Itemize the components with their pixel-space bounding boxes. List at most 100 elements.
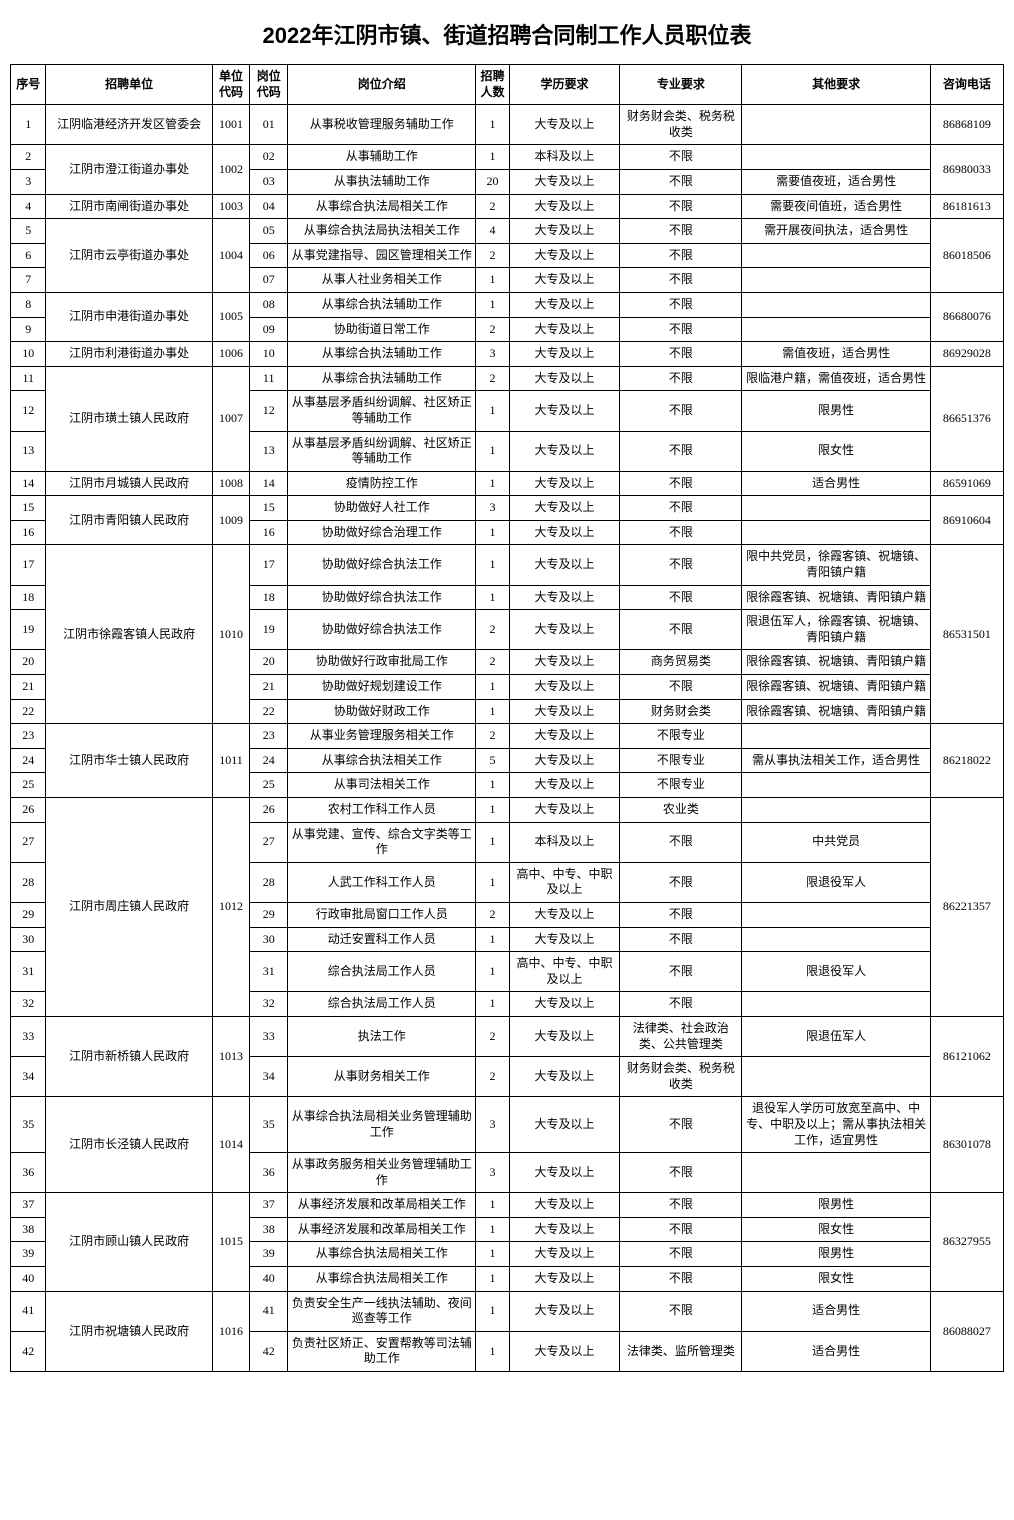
cell-unit-code: 1014 [212, 1097, 250, 1193]
cell-seq: 17 [11, 545, 46, 585]
table-row: 23江阴市华士镇人民政府101123从事业务管理服务相关工作2大专及以上不限专业… [11, 724, 1004, 749]
cell-desc: 从事综合执法辅助工作 [288, 342, 476, 367]
cell-unit-code: 1013 [212, 1016, 250, 1096]
cell-unit: 江阴市澄江街道办事处 [46, 145, 212, 194]
header-num: 招聘人数 [476, 65, 509, 105]
cell-tel: 86221357 [930, 798, 1003, 1017]
cell-other [742, 292, 930, 317]
cell-edu: 大专及以上 [509, 471, 620, 496]
cell-other: 限退役军人 [742, 862, 930, 902]
cell-desc: 负责安全生产一线执法辅助、夜间巡查等工作 [288, 1291, 476, 1331]
cell-desc: 从事综合执法辅助工作 [288, 292, 476, 317]
cell-other [742, 798, 930, 823]
cell-unit-code: 1006 [212, 342, 250, 367]
cell-seq: 23 [11, 724, 46, 749]
cell-other: 适合男性 [742, 1331, 930, 1371]
cell-edu: 高中、中专、中职及以上 [509, 862, 620, 902]
cell-other [742, 1153, 930, 1193]
cell-desc: 从事综合执法局相关工作 [288, 1242, 476, 1267]
cell-edu: 大专及以上 [509, 545, 620, 585]
cell-tel: 86121062 [930, 1016, 1003, 1096]
cell-major: 不限 [620, 675, 742, 700]
cell-num: 2 [476, 902, 509, 927]
cell-edu: 大专及以上 [509, 520, 620, 545]
cell-other: 限退伍军人，徐霞客镇、祝塘镇、青阳镇户籍 [742, 610, 930, 650]
cell-other: 限退伍军人 [742, 1016, 930, 1056]
cell-desc: 从事政务服务相关业务管理辅助工作 [288, 1153, 476, 1193]
cell-other [742, 105, 930, 145]
cell-seq: 32 [11, 992, 46, 1017]
cell-major: 不限 [620, 902, 742, 927]
cell-pos-code: 30 [250, 927, 288, 952]
cell-major: 不限 [620, 342, 742, 367]
cell-seq: 9 [11, 317, 46, 342]
cell-pos-code: 13 [250, 431, 288, 471]
cell-num: 1 [476, 105, 509, 145]
cell-num: 1 [476, 431, 509, 471]
cell-unit: 江阴市南闸街道办事处 [46, 194, 212, 219]
cell-unit: 江阴市云亭街道办事处 [46, 219, 212, 293]
cell-edu: 本科及以上 [509, 822, 620, 862]
cell-edu: 本科及以上 [509, 145, 620, 170]
cell-seq: 27 [11, 822, 46, 862]
cell-num: 3 [476, 1097, 509, 1153]
cell-seq: 3 [11, 169, 46, 194]
cell-pos-code: 41 [250, 1291, 288, 1331]
cell-unit-code: 1008 [212, 471, 250, 496]
cell-pos-code: 27 [250, 822, 288, 862]
cell-seq: 39 [11, 1242, 46, 1267]
cell-other: 需值夜班，适合男性 [742, 342, 930, 367]
cell-edu: 大专及以上 [509, 1291, 620, 1331]
cell-major: 财务财会类、税务税收类 [620, 1057, 742, 1097]
cell-major: 不限 [620, 1193, 742, 1218]
cell-seq: 31 [11, 952, 46, 992]
header-edu: 学历要求 [509, 65, 620, 105]
cell-pos-code: 01 [250, 105, 288, 145]
cell-desc: 综合执法局工作人员 [288, 952, 476, 992]
cell-major: 不限 [620, 992, 742, 1017]
cell-num: 3 [476, 496, 509, 521]
cell-num: 2 [476, 194, 509, 219]
cell-num: 1 [476, 520, 509, 545]
cell-major: 不限 [620, 545, 742, 585]
cell-major: 不限专业 [620, 748, 742, 773]
cell-seq: 13 [11, 431, 46, 471]
cell-num: 2 [476, 366, 509, 391]
cell-unit: 江阴市利港街道办事处 [46, 342, 212, 367]
cell-pos-code: 06 [250, 243, 288, 268]
cell-other: 限徐霞客镇、祝塘镇、青阳镇户籍 [742, 650, 930, 675]
cell-num: 1 [476, 268, 509, 293]
cell-edu: 大专及以上 [509, 585, 620, 610]
cell-tel: 86018506 [930, 219, 1003, 293]
cell-desc: 执法工作 [288, 1016, 476, 1056]
cell-other: 限徐霞客镇、祝塘镇、青阳镇户籍 [742, 675, 930, 700]
cell-edu: 大专及以上 [509, 431, 620, 471]
cell-pos-code: 24 [250, 748, 288, 773]
cell-edu: 大专及以上 [509, 1057, 620, 1097]
cell-seq: 16 [11, 520, 46, 545]
cell-unit-code: 1015 [212, 1193, 250, 1291]
cell-pos-code: 07 [250, 268, 288, 293]
cell-desc: 行政审批局窗口工作人员 [288, 902, 476, 927]
cell-desc: 从事辅助工作 [288, 145, 476, 170]
cell-other: 需要值夜班，适合男性 [742, 169, 930, 194]
cell-seq: 41 [11, 1291, 46, 1331]
cell-pos-code: 10 [250, 342, 288, 367]
cell-unit-code: 1005 [212, 292, 250, 341]
cell-num: 2 [476, 610, 509, 650]
cell-other [742, 243, 930, 268]
header-desc: 岗位介绍 [288, 65, 476, 105]
cell-pos-code: 11 [250, 366, 288, 391]
cell-desc: 综合执法局工作人员 [288, 992, 476, 1017]
cell-pos-code: 40 [250, 1267, 288, 1292]
cell-desc: 从事经济发展和改革局相关工作 [288, 1217, 476, 1242]
table-row: 1江阴临港经济开发区管委会100101从事税收管理服务辅助工作1大专及以上财务财… [11, 105, 1004, 145]
cell-major: 不限 [620, 145, 742, 170]
cell-major: 不限 [620, 391, 742, 431]
header-ucode: 单位代码 [212, 65, 250, 105]
cell-pos-code: 23 [250, 724, 288, 749]
header-unit: 招聘单位 [46, 65, 212, 105]
cell-major: 不限 [620, 471, 742, 496]
job-table: 序号 招聘单位 单位代码 岗位代码 岗位介绍 招聘人数 学历要求 专业要求 其他… [10, 64, 1004, 1372]
cell-pos-code: 14 [250, 471, 288, 496]
